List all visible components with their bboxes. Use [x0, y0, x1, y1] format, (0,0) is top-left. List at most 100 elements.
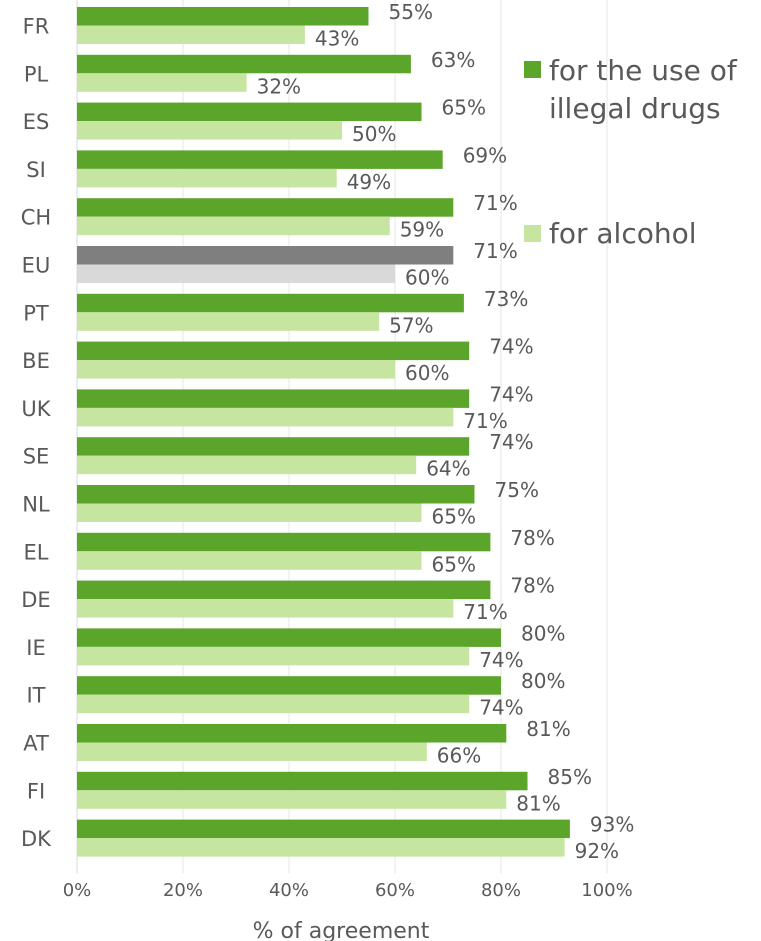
bar-alcohol	[77, 838, 565, 857]
data-label-alcohol: 65%	[432, 552, 476, 576]
bar-alcohol	[77, 25, 305, 44]
bar-illegal-drugs	[77, 341, 470, 361]
data-label-illegal-drugs: 74%	[489, 430, 533, 454]
x-tick-label: 40%	[269, 880, 309, 901]
bar-illegal-drugs	[77, 771, 528, 791]
data-label-alcohol: 74%	[479, 648, 523, 672]
data-label-illegal-drugs: 71%	[473, 239, 517, 263]
legend-label-illegal-drugs-line2: illegal drugs	[549, 92, 721, 125]
bar-illegal-drugs	[77, 580, 491, 600]
data-label-alcohol: 92%	[575, 839, 619, 863]
category-label: IT	[26, 684, 45, 708]
bar-illegal-drugs	[77, 485, 475, 504]
category-label: AT	[23, 732, 49, 756]
bar-alcohol	[77, 121, 342, 140]
bar-alcohol	[77, 551, 422, 570]
data-label-illegal-drugs: 65%	[442, 96, 486, 120]
category-labels: FR PL ES SI CH EU PT BE UK SE NL EL DE IE IT AT FI DK	[21, 15, 52, 852]
x-tick-label: 60%	[375, 880, 415, 901]
data-label-illegal-drugs: 80%	[521, 621, 565, 645]
bar-illegal-drugs	[77, 628, 501, 647]
category-label: PL	[24, 62, 49, 86]
bar-illegal-drugs	[77, 246, 454, 265]
legend: for the use of illegal drugs for alcohol	[524, 54, 738, 250]
category-label: EU	[22, 254, 51, 278]
data-label-alcohol: 64%	[426, 457, 470, 481]
legend-label-alcohol: for alcohol	[549, 217, 697, 250]
bar-illegal-drugs	[77, 532, 491, 552]
data-label-illegal-drugs: 75%	[495, 478, 539, 502]
data-label-illegal-drugs: 55%	[389, 0, 433, 24]
data-label-illegal-drugs: 78%	[510, 526, 554, 550]
data-label-illegal-drugs: 81%	[526, 717, 570, 741]
bar-alcohol	[77, 742, 427, 761]
category-label: CH	[21, 206, 51, 230]
bar-illegal-drugs	[77, 293, 464, 313]
data-labels: 55% 43% 63% 32% 65% 50% 69% 49% 71% 59% 71% 60% 73% 5…	[257, 0, 635, 863]
category-label: DE	[21, 588, 50, 612]
data-label-alcohol: 50%	[352, 122, 396, 146]
bar-alcohol	[77, 168, 337, 188]
data-label-illegal-drugs: 74%	[489, 382, 533, 406]
bar-alcohol	[77, 73, 247, 92]
category-label: FR	[23, 15, 50, 39]
bar-illegal-drugs	[77, 198, 454, 217]
bar-illegal-drugs	[77, 150, 443, 169]
data-label-illegal-drugs: 71%	[473, 191, 517, 215]
category-label: FI	[27, 779, 45, 803]
bar-illegal-drugs	[77, 819, 570, 839]
x-tick-label: 0%	[63, 880, 92, 901]
bar-illegal-drugs	[77, 102, 422, 122]
data-label-illegal-drugs: 73%	[484, 287, 528, 311]
category-label: SI	[26, 158, 46, 182]
bar-illegal-drugs	[77, 437, 470, 456]
data-label-alcohol: 57%	[389, 313, 433, 337]
data-label-alcohol: 81%	[516, 791, 560, 815]
x-axis-title: % of agreement	[253, 919, 430, 941]
data-label-illegal-drugs: 69%	[463, 143, 507, 167]
data-label-illegal-drugs: 78%	[510, 574, 554, 598]
legend-swatch-alcohol	[524, 225, 541, 242]
category-label: ES	[23, 110, 50, 134]
bar-illegal-drugs	[77, 676, 501, 695]
category-label: BE	[22, 349, 50, 373]
data-label-alcohol: 71%	[463, 409, 507, 433]
bar-illegal-drugs	[77, 7, 369, 26]
data-label-illegal-drugs: 63%	[431, 48, 475, 72]
bar-alcohol	[77, 312, 380, 331]
category-label: PT	[23, 301, 49, 325]
bar-alcohol	[77, 407, 454, 427]
data-label-alcohol: 60%	[405, 266, 449, 290]
category-label: IE	[26, 636, 45, 660]
bar-alcohol	[77, 694, 470, 714]
category-label: UK	[21, 397, 51, 421]
category-label: NL	[22, 493, 50, 517]
legend-label-illegal-drugs-line1: for the use of	[549, 54, 738, 87]
bar-alcohol	[77, 264, 395, 283]
bar-alcohol	[77, 646, 470, 666]
data-label-illegal-drugs: 80%	[521, 669, 565, 693]
bar-alcohol	[77, 455, 417, 475]
category-label: DK	[21, 827, 52, 851]
bar-illegal-drugs	[77, 724, 507, 743]
data-label-illegal-drugs: 74%	[489, 335, 533, 359]
x-tick-label: 20%	[163, 880, 203, 901]
data-label-alcohol: 59%	[400, 218, 444, 242]
bar-alcohol	[77, 503, 422, 522]
grid-lines	[76, 0, 608, 874]
bar-alcohol	[77, 360, 395, 379]
bar-alcohol	[77, 216, 390, 236]
data-label-alcohol: 32%	[257, 74, 301, 98]
bar-alcohol	[77, 599, 454, 618]
category-label: SE	[23, 445, 50, 469]
legend-swatch-illegal-drugs	[524, 61, 541, 78]
data-label-illegal-drugs: 85%	[548, 765, 592, 789]
category-label: EL	[24, 540, 49, 564]
data-label-alcohol: 65%	[432, 505, 476, 529]
data-label-illegal-drugs: 93%	[590, 813, 634, 837]
data-label-alcohol: 49%	[347, 170, 391, 194]
bar-alcohol	[77, 790, 507, 809]
data-label-alcohol: 43%	[315, 27, 359, 51]
bar-illegal-drugs	[77, 389, 470, 408]
